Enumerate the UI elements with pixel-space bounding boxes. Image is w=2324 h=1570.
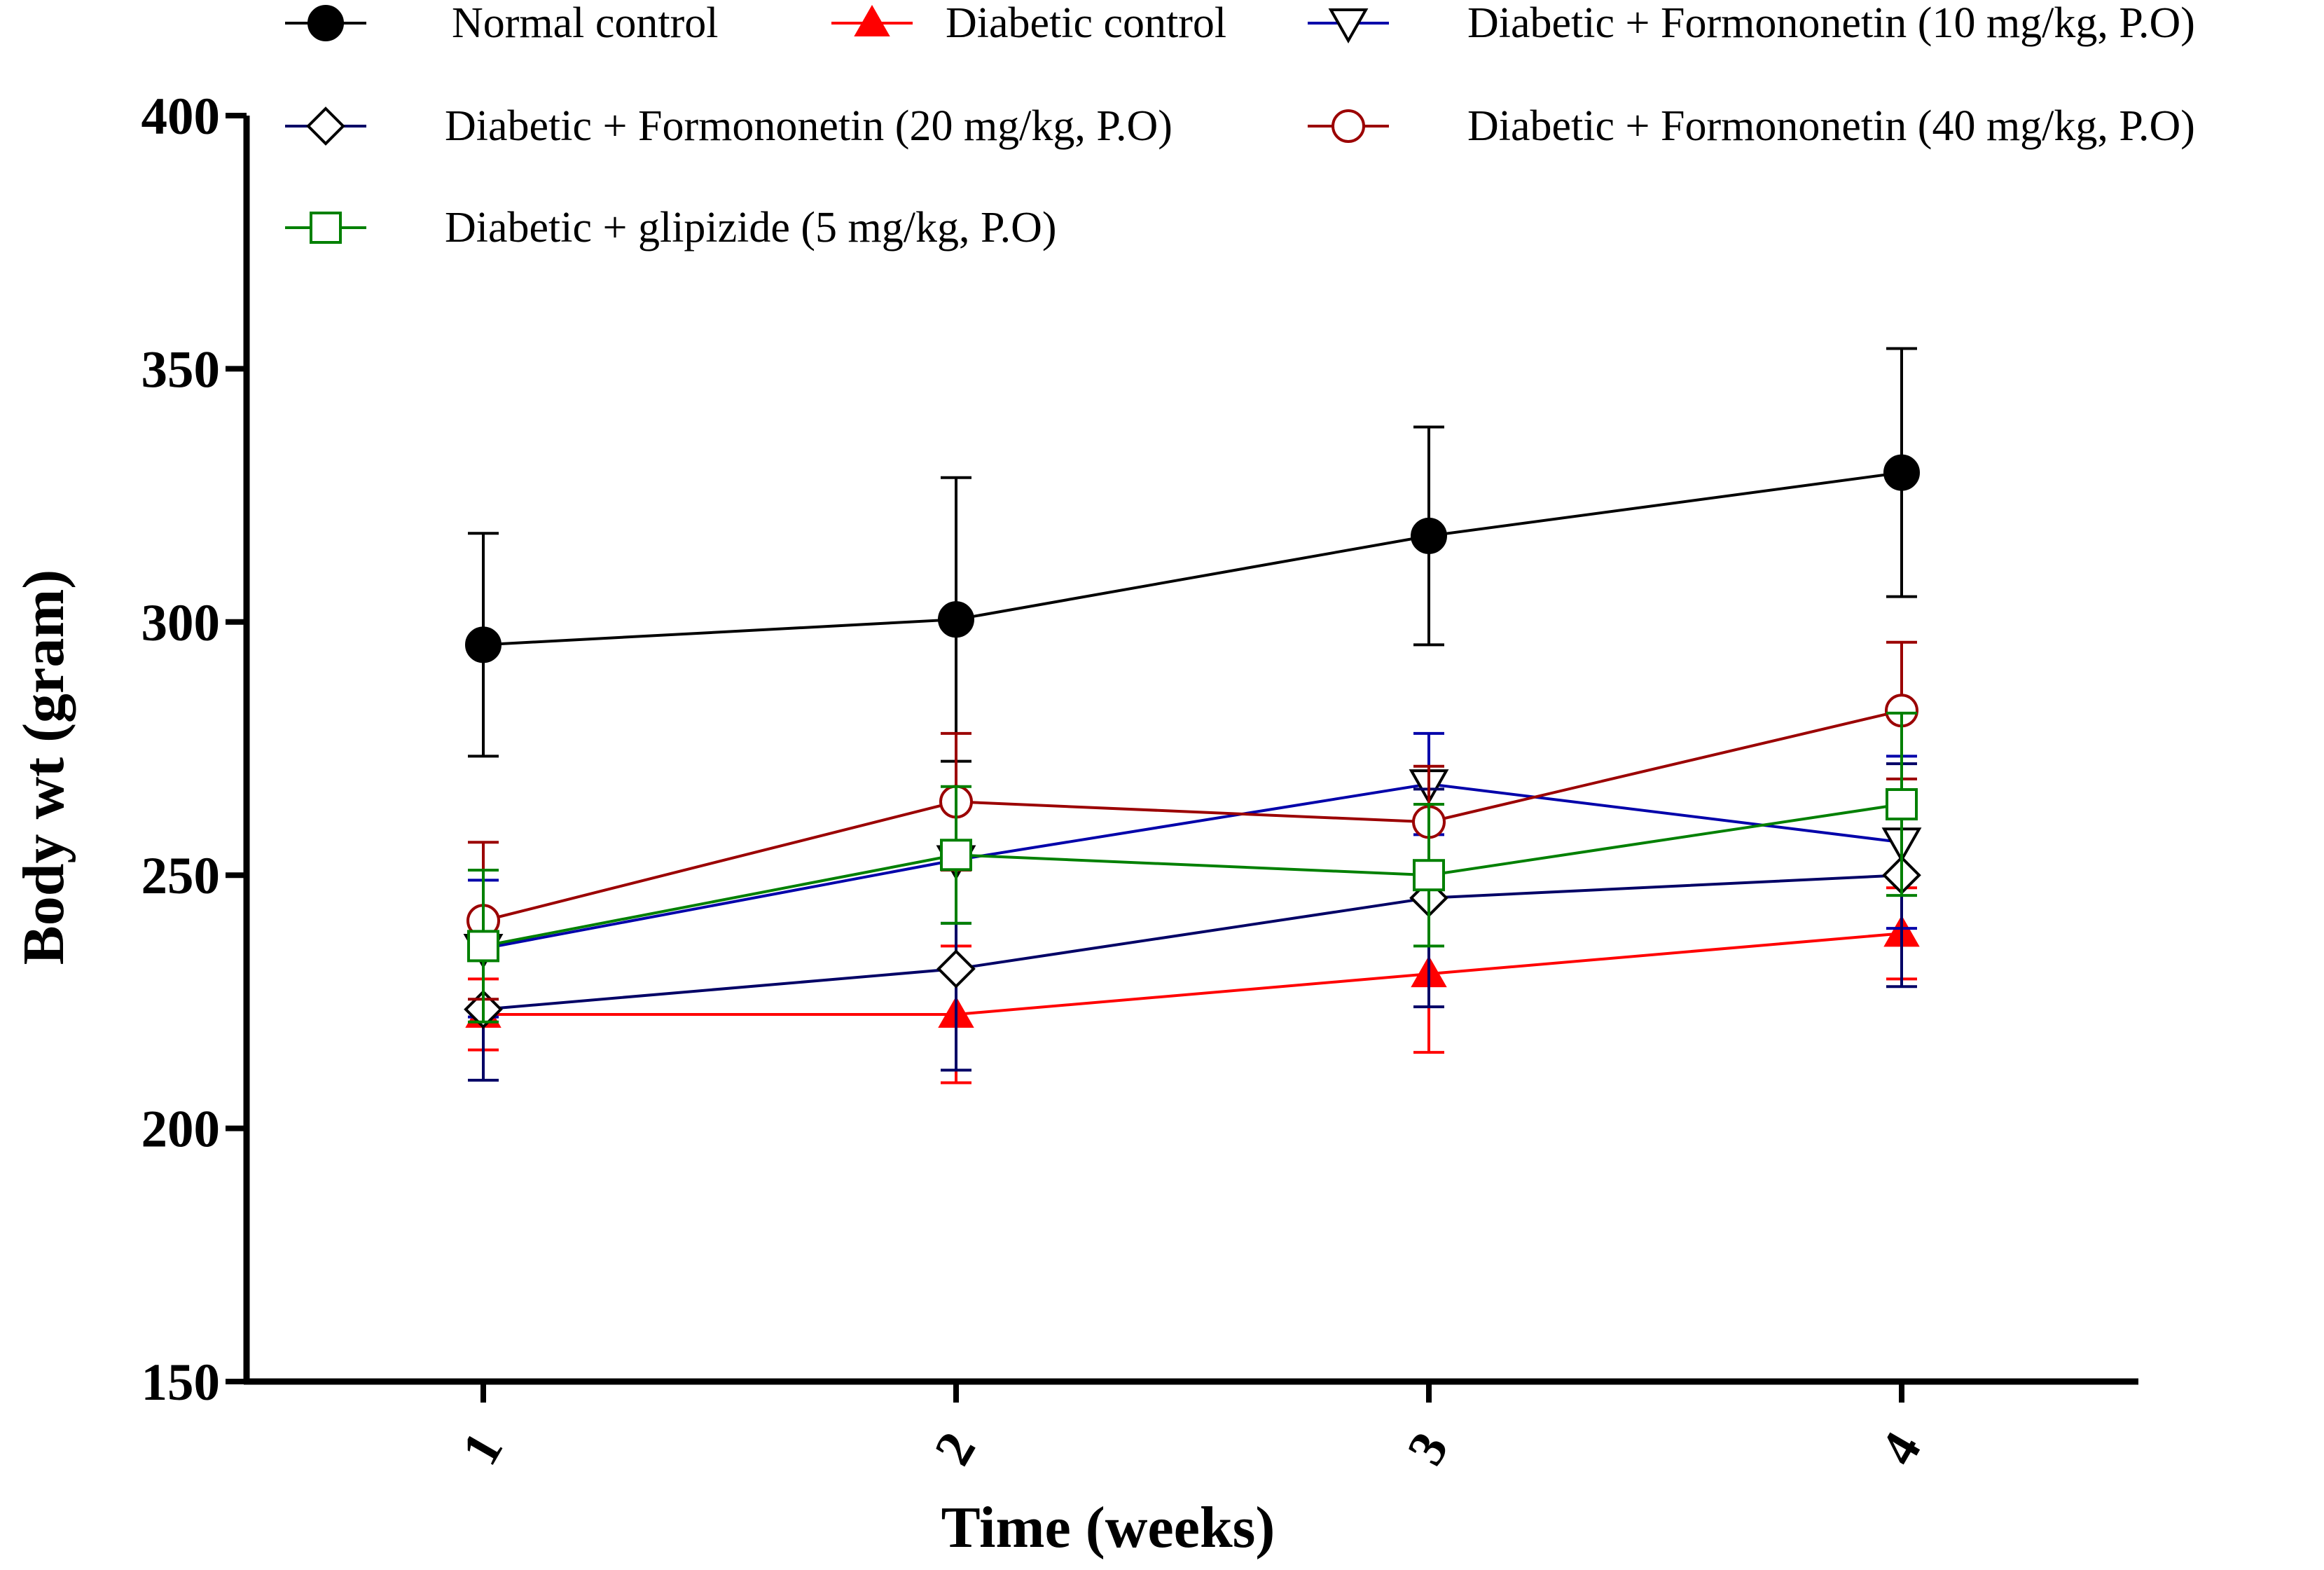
- data-point: [1413, 859, 1445, 892]
- legend-label: Diabetic control: [946, 0, 1226, 47]
- data-point: [940, 839, 972, 872]
- plot-area: [463, 347, 1922, 1084]
- y-tick-label: 150: [141, 1354, 221, 1412]
- x-tick-label: 3: [1396, 1423, 1460, 1475]
- legend-label: Normal control: [452, 0, 719, 47]
- series: [465, 886, 1920, 1084]
- y-tick-label: 250: [141, 847, 221, 905]
- legend-marker: [310, 212, 342, 244]
- data-point: [936, 949, 976, 989]
- legend-label: Diabetic + Formononetin (40 mg/kg, P.O): [1467, 102, 2195, 150]
- series-line: [483, 709, 1902, 923]
- y-tick-label: 350: [141, 340, 221, 399]
- series-line: [483, 783, 1902, 950]
- series: [467, 711, 1918, 1024]
- data-point: [938, 601, 974, 638]
- legend-label: Diabetic + Formononetin (20 mg/kg, P.O): [445, 102, 1173, 150]
- legend-item: Diabetic + Formononetin (20 mg/kg, P.O): [285, 102, 1173, 150]
- legend-label: Diabetic + glipizide (5 mg/kg, P.O): [445, 204, 1057, 252]
- legend-marker: [854, 4, 890, 36]
- data-point: [1886, 788, 1918, 821]
- series: [465, 347, 1920, 763]
- axes: [243, 116, 2138, 1385]
- y-tick-label: 300: [141, 594, 221, 652]
- legend-label: Diabetic + Formononetin (10 mg/kg, P.O): [1467, 0, 2195, 47]
- y-tick-label: 400: [141, 88, 221, 146]
- series: [463, 731, 1922, 1019]
- legend-item: Diabetic + Formononetin (10 mg/kg, P.O): [1308, 0, 2195, 47]
- legend-item: Diabetic + glipizide (5 mg/kg, P.O): [285, 204, 1057, 252]
- legend-marker: [1328, 8, 1369, 44]
- ticks: 150 200 250 300 350 400 1 2 3 4: [141, 88, 1933, 1475]
- legend-marker: [307, 5, 344, 41]
- series-line: [483, 803, 1902, 948]
- legend-item: Normal control: [285, 0, 719, 47]
- y-axis-title: Body wt (gram): [11, 570, 76, 965]
- legend-marker: [306, 106, 345, 146]
- x-axis-title: Time (weeks): [941, 1495, 1275, 1560]
- data-point: [467, 930, 499, 963]
- data-point: [1883, 454, 1920, 491]
- series-line: [483, 874, 1902, 1011]
- legend-item: Diabetic + Formononetin (40 mg/kg, P.O): [1308, 102, 2195, 150]
- series-line: [483, 471, 1902, 647]
- x-tick-label: 4: [1869, 1423, 1932, 1475]
- legend-item: Diabetic control: [831, 0, 1226, 47]
- legend-marker: [1332, 109, 1365, 143]
- y-tick-label: 200: [141, 1101, 221, 1159]
- x-tick-label: 1: [450, 1423, 514, 1475]
- data-point: [465, 626, 502, 663]
- legend: Normal control Diabetic control Diabetic +…: [285, 0, 2195, 252]
- series-line: [483, 932, 1902, 1016]
- data-point: [1411, 517, 1447, 554]
- x-tick-label: 2: [923, 1423, 987, 1475]
